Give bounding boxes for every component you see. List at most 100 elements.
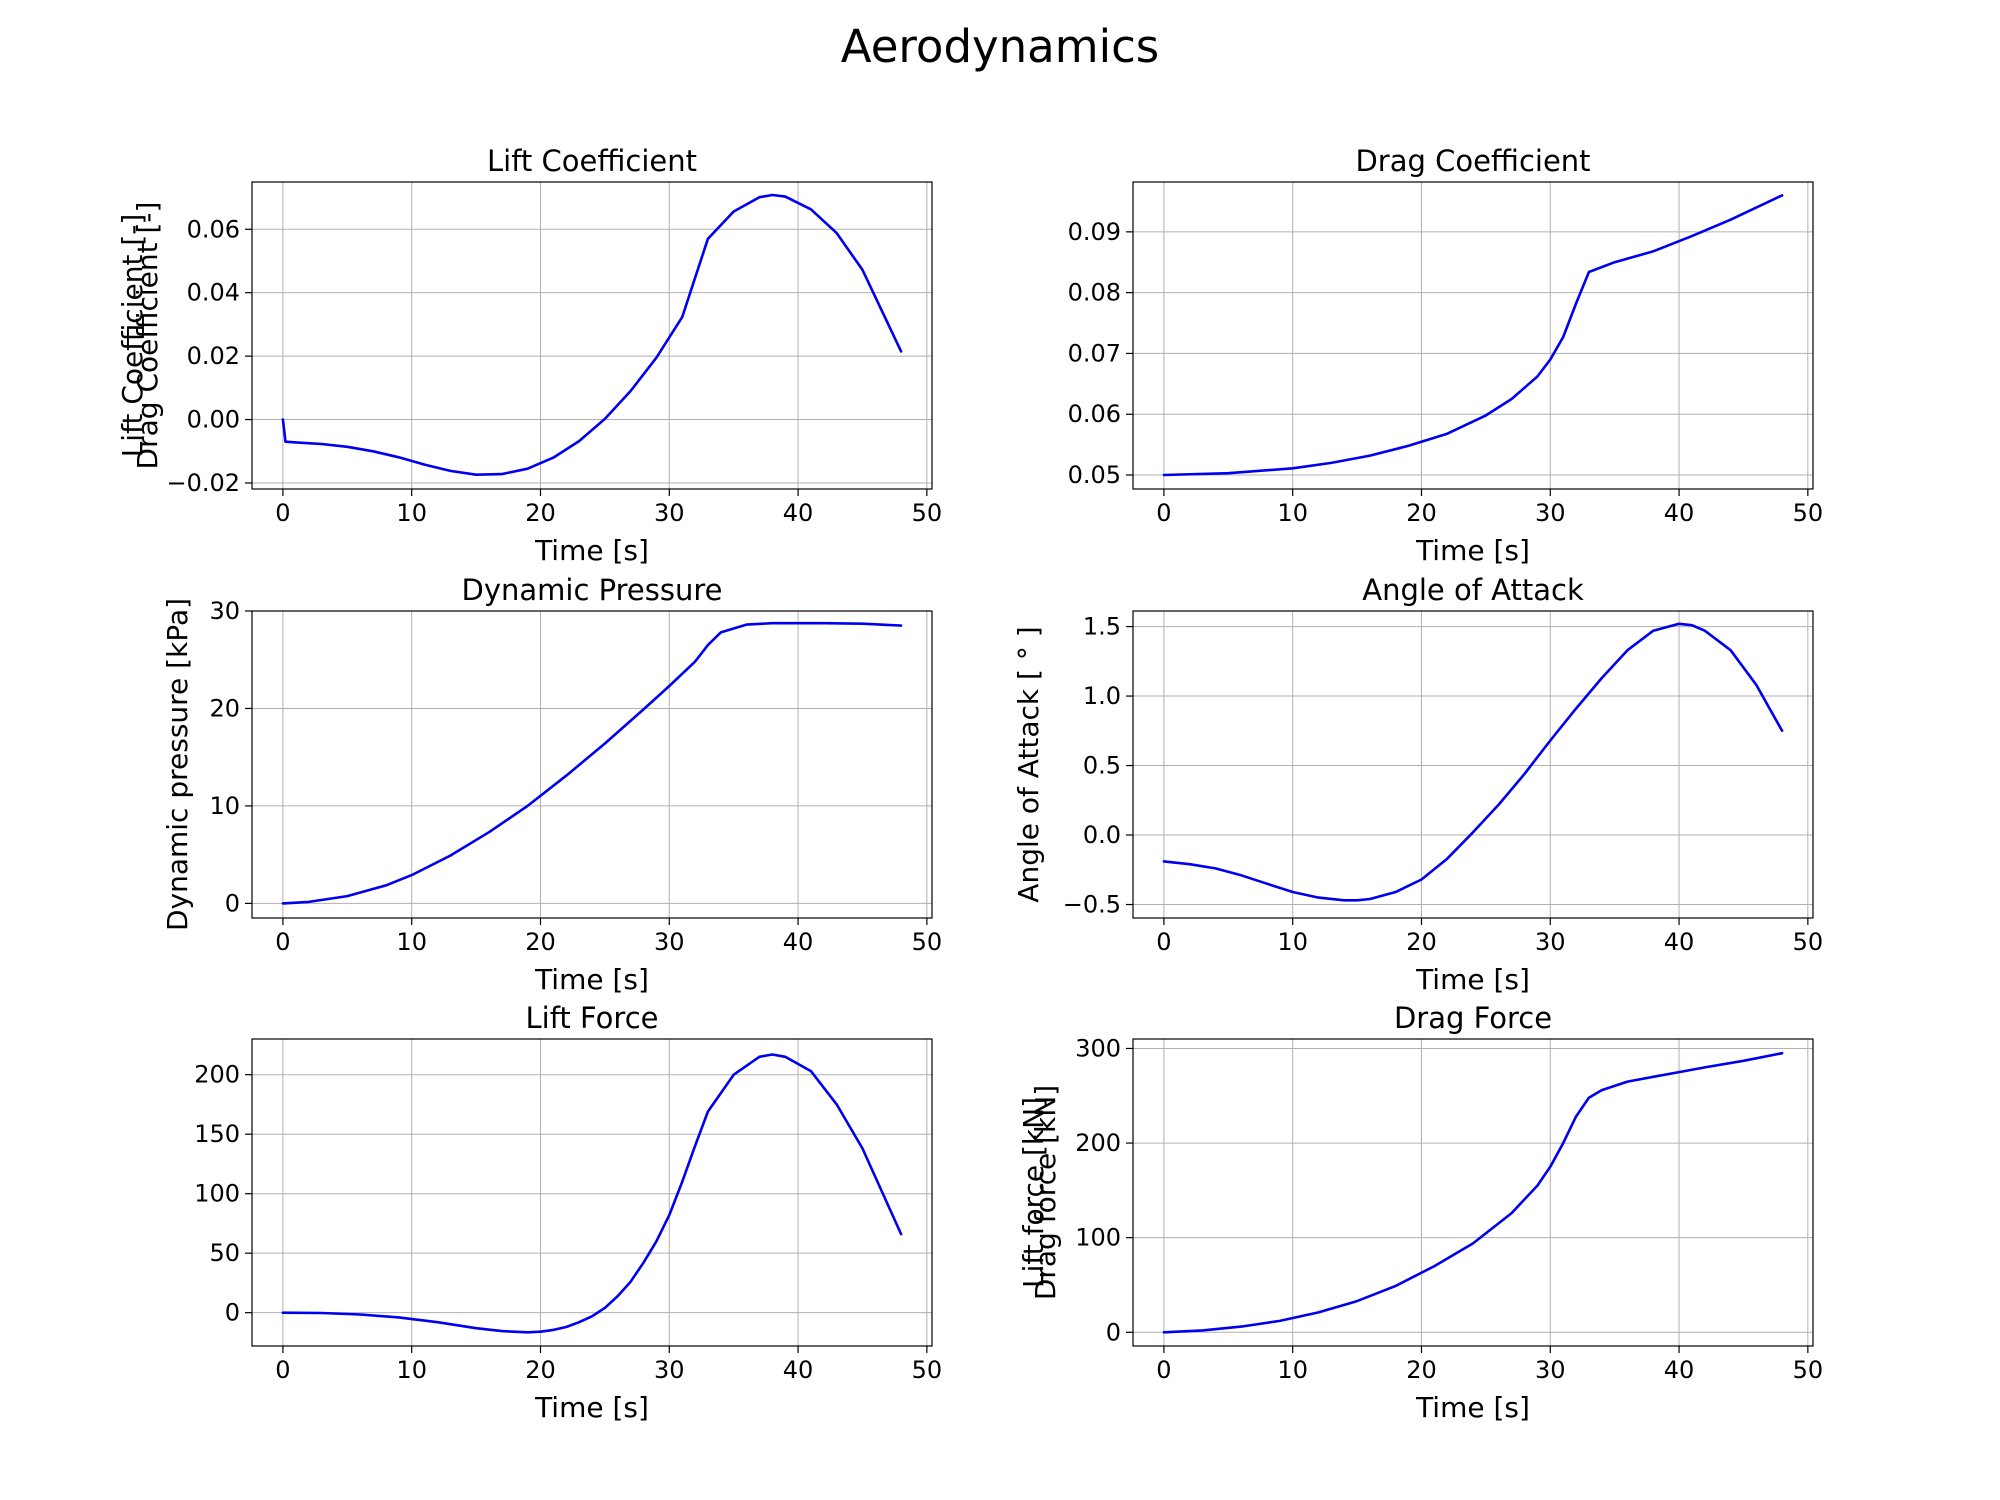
figure-title: Aerodynamics	[840, 20, 1160, 73]
x-tick-label: 50	[1793, 928, 1824, 956]
subplot-3: 0 10 20 30 40 50 0 10 20 30 Dynamic Pressure Time […	[161, 573, 942, 996]
x-axis-label: Time [s]	[1415, 1391, 1530, 1424]
y-tick-label: 0.07	[1068, 339, 1121, 367]
axes-frame	[1132, 1038, 1814, 1347]
x-tick-label: 10	[396, 499, 427, 527]
x-tick-label: 50	[1793, 499, 1824, 527]
x-axis-label: Time [s]	[534, 1391, 649, 1424]
x-axis-label: Time [s]	[1415, 963, 1530, 996]
subplot-6: 0 10 20 30 40 50 0 100 200 300 Drag Force Time [s] D…	[1029, 1001, 1823, 1424]
y-tick-label: 0.06	[187, 215, 240, 243]
x-tick-label: 20	[1406, 499, 1437, 527]
y-tick-label: 300	[1075, 1034, 1121, 1062]
x-tick-label: 0	[1156, 1356, 1171, 1384]
x-tick-label: 50	[912, 499, 943, 527]
y-tick-label: 0.00	[187, 406, 240, 434]
y-tick-label: 20	[209, 694, 240, 722]
x-tick-label: 30	[654, 499, 685, 527]
axes-frame	[251, 610, 933, 919]
y-tick-label: 200	[1075, 1129, 1121, 1157]
y-axis-label: Drag Coefficient [-]	[131, 202, 164, 470]
y-tick-label: 0.0	[1083, 821, 1121, 849]
y-tick-label: 0	[225, 1299, 240, 1327]
y-tick-label: −0.02	[166, 469, 240, 497]
series-line	[1162, 1051, 1784, 1334]
y-tick-label: 0.09	[1068, 218, 1121, 246]
x-tick-label: 20	[525, 499, 556, 527]
x-tick-label: 0	[1156, 499, 1171, 527]
x-tick-label: 30	[1535, 499, 1566, 527]
y-tick-label: 30	[209, 597, 240, 625]
axes-frame	[251, 1038, 933, 1347]
x-tick-label: 40	[1664, 499, 1695, 527]
y-tick-label: 50	[209, 1239, 240, 1267]
x-axis-label: Time [s]	[534, 963, 649, 996]
x-tick-label: 30	[654, 928, 685, 956]
x-tick-label: 40	[783, 499, 814, 527]
subplot-title: Drag Coefficient	[1355, 144, 1590, 178]
y-tick-label: 1.5	[1083, 613, 1121, 641]
y-tick-label: −0.5	[1063, 891, 1121, 919]
y-tick-label: 0.04	[187, 279, 240, 307]
x-tick-label: 0	[275, 1356, 290, 1384]
y-tick-label: 100	[1075, 1224, 1121, 1252]
x-tick-label: 50	[912, 928, 943, 956]
subplot-5: 0 10 20 30 40 50 0 50 100 150 200 Lift Force Time [s…	[194, 1001, 1050, 1424]
x-tick-label: 40	[1664, 1356, 1695, 1384]
x-tick-label: 30	[1535, 928, 1566, 956]
y-tick-label: 1.0	[1083, 682, 1121, 710]
subplot-title: Dynamic Pressure	[462, 573, 723, 607]
y-tick-label: 10	[209, 792, 240, 820]
y-tick-label: 0.02	[187, 342, 240, 370]
x-tick-label: 20	[1406, 1356, 1437, 1384]
y-tick-label: 0	[225, 889, 240, 917]
x-tick-label: 50	[1793, 1356, 1824, 1384]
y-axis-label: Lift force [kN]	[1017, 1097, 1050, 1288]
x-tick-label: 0	[275, 499, 290, 527]
series-line	[1162, 194, 1784, 477]
subplot-2: 0 10 20 30 40 50 0.05 0.06 0.07 0.08 0.09 Drag Coef…	[131, 144, 1823, 567]
x-axis-label: Time [s]	[534, 534, 649, 567]
subplot-title: Lift Coefficient	[487, 144, 697, 178]
y-tick-label: 0.08	[1068, 279, 1121, 307]
x-tick-label: 50	[912, 1356, 943, 1384]
x-tick-label: 40	[783, 1356, 814, 1384]
x-tick-label: 0	[275, 928, 290, 956]
axes-frame	[1132, 181, 1814, 490]
x-tick-label: 20	[1406, 928, 1437, 956]
x-tick-label: 20	[525, 1356, 556, 1384]
x-tick-label: 30	[1535, 1356, 1566, 1384]
x-tick-label: 10	[396, 928, 427, 956]
y-tick-label: 200	[194, 1061, 240, 1089]
x-tick-label: 10	[396, 1356, 427, 1384]
y-axis-label: Drag force [kN]	[1029, 1085, 1062, 1300]
y-tick-label: 150	[194, 1120, 240, 1148]
y-tick-label: 100	[194, 1180, 240, 1208]
series-line	[281, 1053, 903, 1334]
series-line	[281, 193, 903, 477]
x-tick-label: 10	[1277, 1356, 1308, 1384]
subplot-title: Drag Force	[1394, 1001, 1552, 1035]
series-line	[281, 621, 903, 905]
x-tick-label: 40	[1664, 928, 1695, 956]
y-axis-label: Dynamic pressure [kPa]	[161, 598, 194, 931]
subplot-title: Lift Force	[526, 1001, 659, 1035]
x-tick-label: 30	[654, 1356, 685, 1384]
x-tick-label: 0	[1156, 928, 1171, 956]
x-tick-label: 40	[783, 928, 814, 956]
subplot-1: 0 10 20 30 40 50 −0.02 0.00 0.02 0.04 0.06 Lift Coe…	[116, 144, 942, 567]
x-tick-label: 20	[525, 928, 556, 956]
series-line	[1162, 622, 1784, 902]
x-axis-label: Time [s]	[1415, 534, 1530, 567]
y-axis-label: Lift Coefficient [-]	[116, 214, 149, 458]
x-tick-label: 10	[1277, 928, 1308, 956]
axes-frame	[251, 181, 933, 490]
y-tick-label: 0.5	[1083, 752, 1121, 780]
axes-frame	[1132, 610, 1814, 919]
y-axis-label: Angle of Attack [ ° ]	[1012, 626, 1045, 902]
y-tick-label: 0.06	[1068, 400, 1121, 428]
x-tick-label: 10	[1277, 499, 1308, 527]
subplot-title: Angle of Attack	[1362, 573, 1584, 607]
y-tick-label: 0.05	[1068, 461, 1121, 489]
